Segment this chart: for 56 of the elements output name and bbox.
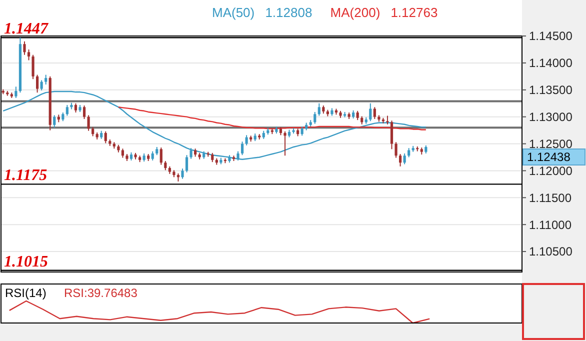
text: 1.12438: [527, 150, 571, 164]
y-tick-label: 1.12000: [529, 164, 573, 178]
candlestick: [373, 106, 376, 120]
candlestick: [398, 154, 402, 167]
candlestick: [53, 114, 56, 128]
candlestick: [369, 102, 372, 122]
candlestick: [211, 152, 214, 163]
candlestick: [27, 48, 30, 61]
text: RSI:39.76483: [64, 286, 138, 300]
candlestick: [181, 168, 184, 180]
candlestick: [36, 74, 39, 94]
candlestick: [32, 54, 34, 80]
y-tick-label: 1.13000: [529, 110, 573, 124]
candlestick: [284, 130, 286, 156]
candlestick: [40, 80, 43, 91]
candlestick: [151, 150, 154, 161]
text: MA(50): [212, 5, 255, 20]
candlestick: [408, 148, 410, 158]
candlestick: [66, 104, 68, 116]
candlestick: [160, 147, 162, 166]
candlestick: [23, 40, 26, 56]
ref-line-label: 1.1447: [4, 20, 49, 38]
y-tick-label: 1.13500: [529, 83, 573, 98]
candlestick: [104, 130, 107, 144]
candlestick: [44, 74, 48, 85]
candlestick: [164, 160, 167, 171]
text: 1.12763: [390, 5, 438, 20]
ref-line-label: 1.1175: [4, 167, 48, 184]
candlestick: [394, 142, 398, 158]
candlestick: [92, 126, 94, 137]
text: MA(200): [330, 5, 380, 20]
candlestick: [74, 102, 78, 114]
candlestick: [87, 114, 90, 132]
y-tick-label: 1.11000: [529, 218, 572, 232]
candlestick: [240, 141, 244, 156]
candlestick: [356, 110, 359, 121]
y-tick-label: 1.11500: [529, 190, 572, 205]
candlestick: [386, 115, 389, 125]
line-series: [2, 90, 427, 160]
chart-title: RSI(14): [5, 286, 46, 300]
candlestick: [318, 102, 320, 116]
candlestick: [390, 120, 394, 150]
candlestick: [82, 105, 86, 120]
candlestick: [185, 154, 188, 173]
candlestick: [300, 126, 304, 136]
candlestick: [245, 134, 248, 146]
text: 1.12808: [265, 5, 312, 20]
y-tick-label: 1.14000: [529, 56, 573, 70]
candlestick: [403, 152, 406, 165]
candlestick: [314, 111, 316, 124]
y-tick-label: 1.12500: [529, 136, 573, 151]
ref-line-label: 1.1015: [4, 253, 48, 270]
y-tick-label: 1.10500: [529, 244, 573, 259]
y-tick-label: 1.14500: [529, 29, 573, 44]
candlestick: [121, 148, 124, 158]
candlestick: [14, 86, 18, 98]
